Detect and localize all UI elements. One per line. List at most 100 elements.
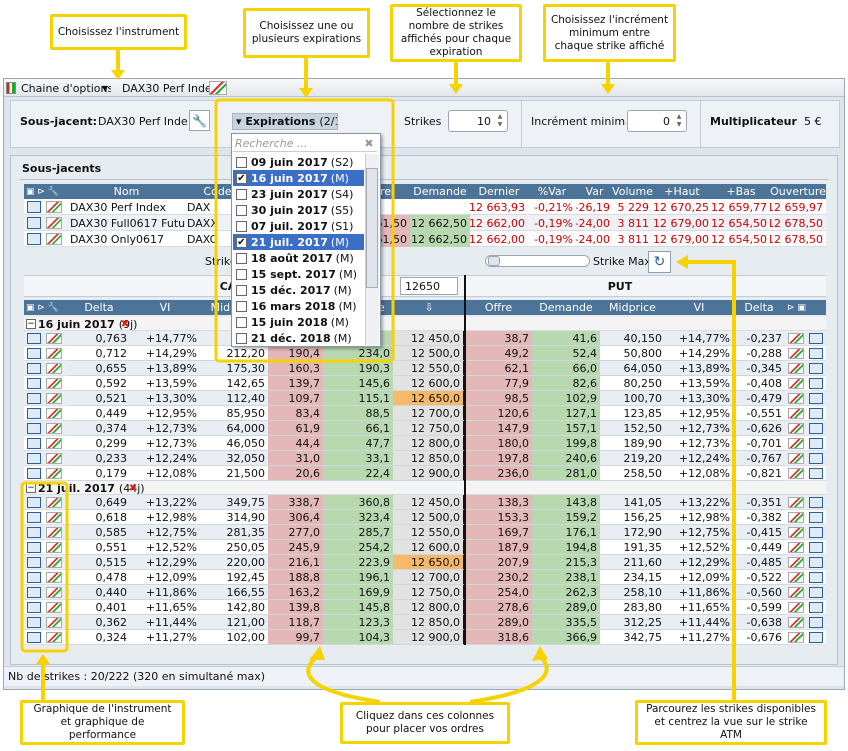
chart-icon[interactable]: [27, 602, 41, 613]
checkbox[interactable]: ✔: [236, 173, 247, 184]
expiration-item[interactable]: 23 juin 2017 (S4): [233, 186, 364, 202]
remove-button[interactable]: ✖: [120, 318, 130, 330]
slider[interactable]: [485, 255, 590, 267]
cell[interactable]: 115,1: [323, 391, 393, 406]
chart-icon[interactable]: [809, 542, 823, 553]
perf-icon[interactable]: [788, 497, 804, 508]
perf-icon[interactable]: [788, 378, 804, 389]
cell[interactable]: 360,8: [323, 495, 393, 510]
expiration-item[interactable]: 09 juin 2017 (S2): [233, 154, 364, 170]
chart-icon[interactable]: [809, 587, 823, 598]
perf-icon[interactable]: [46, 378, 62, 389]
cell[interactable]: 238,1: [532, 570, 600, 585]
perf-icon[interactable]: [46, 233, 62, 245]
cell[interactable]: 102,9: [532, 391, 600, 406]
cell[interactable]: 61,9: [268, 421, 323, 436]
cell[interactable]: 49,2: [465, 346, 532, 361]
cell[interactable]: 66,1: [323, 421, 393, 436]
cell[interactable]: 123,3: [323, 615, 393, 630]
perf-icon[interactable]: [46, 617, 62, 628]
cell[interactable]: 306,4: [268, 510, 323, 525]
chart-icon[interactable]: [809, 632, 823, 643]
chart-icon[interactable]: [809, 378, 823, 389]
chart-icon[interactable]: [809, 557, 823, 568]
chart-icon[interactable]: [809, 572, 823, 583]
checkbox[interactable]: [236, 317, 247, 328]
perf-icon[interactable]: [46, 363, 62, 374]
cell[interactable]: 145,8: [323, 600, 393, 615]
chart-icon[interactable]: [809, 497, 823, 508]
expiration-item[interactable]: 30 juin 2017 (S5): [233, 202, 364, 218]
expirations-button[interactable]: ▾ Expirations(2/16): [232, 113, 338, 130]
cell[interactable]: 12 662,50: [410, 231, 470, 247]
checkbox[interactable]: [236, 205, 247, 216]
chart-icon[interactable]: [809, 363, 823, 374]
cell[interactable]: 12 662,50: [410, 215, 470, 231]
expiration-item[interactable]: 15 juin 2018 (M): [233, 314, 364, 330]
chart-icon[interactable]: [809, 348, 823, 359]
chart-icon[interactable]: [809, 602, 823, 613]
cell[interactable]: 153,3: [465, 510, 532, 525]
cell[interactable]: 41,6: [532, 331, 600, 346]
perf-icon[interactable]: [46, 512, 62, 523]
cell[interactable]: 139,7: [268, 376, 323, 391]
chart-icon[interactable]: [27, 333, 41, 344]
cell[interactable]: 207,9: [465, 555, 532, 570]
cell[interactable]: 262,3: [532, 585, 600, 600]
expiration-item[interactable]: 18 août 2017 (M): [233, 250, 364, 266]
cell[interactable]: 190,3: [323, 361, 393, 376]
perf-icon[interactable]: [788, 438, 804, 449]
checkbox[interactable]: [236, 221, 247, 232]
chart-icon[interactable]: [27, 527, 41, 538]
chart-icon[interactable]: [809, 468, 823, 479]
cell[interactable]: 52,4: [532, 346, 600, 361]
cell[interactable]: 176,1: [532, 525, 600, 540]
perf-icon[interactable]: [46, 393, 62, 404]
chart-icon[interactable]: [809, 438, 823, 449]
checkbox[interactable]: [236, 333, 247, 344]
cell[interactable]: 109,7: [268, 391, 323, 406]
strike-center-input[interactable]: 12650: [400, 277, 458, 295]
cell[interactable]: 66,0: [532, 361, 600, 376]
perf-icon[interactable]: [788, 617, 804, 628]
expiration-item[interactable]: 15 sept. 2017 (M): [233, 266, 364, 282]
chart-icon[interactable]: [27, 378, 41, 389]
cell[interactable]: 289,0: [532, 600, 600, 615]
perf-icon[interactable]: [46, 333, 62, 344]
cell[interactable]: 197,8: [465, 451, 532, 466]
checkbox[interactable]: [236, 253, 247, 264]
cell[interactable]: 82,6: [532, 376, 600, 391]
perf-icon[interactable]: [46, 602, 62, 613]
perf-icon[interactable]: [788, 557, 804, 568]
chart-icon[interactable]: [27, 497, 41, 508]
chart-icon[interactable]: [27, 587, 41, 598]
cell[interactable]: 338,7: [268, 495, 323, 510]
expiration-item[interactable]: 16 mars 2018 (M): [233, 298, 364, 314]
cell[interactable]: 323,4: [323, 510, 393, 525]
chart-icon[interactable]: [27, 363, 41, 374]
perf-icon[interactable]: [788, 348, 804, 359]
chart-icon[interactable]: [809, 393, 823, 404]
cell[interactable]: 289,0: [465, 615, 532, 630]
checkbox[interactable]: [236, 189, 247, 200]
chart-icon[interactable]: [27, 542, 41, 553]
cell[interactable]: 145,6: [323, 376, 393, 391]
cell[interactable]: 88,5: [323, 406, 393, 421]
perf-icon[interactable]: [788, 453, 804, 464]
cell[interactable]: 143,8: [532, 495, 600, 510]
expiration-item[interactable]: 15 déc. 2017 (M): [233, 282, 364, 298]
perf-icon[interactable]: [46, 201, 62, 213]
chart-icon[interactable]: [27, 393, 41, 404]
cell[interactable]: 139,8: [268, 600, 323, 615]
perf-icon[interactable]: [46, 632, 62, 643]
cell[interactable]: 236,0: [465, 466, 532, 481]
cell[interactable]: 223,9: [323, 555, 393, 570]
cell[interactable]: 245,9: [268, 540, 323, 555]
perf-icon[interactable]: [788, 602, 804, 613]
expiration-item[interactable]: 07 juil. 2017 (S1): [233, 218, 364, 234]
checkbox[interactable]: ✔: [236, 237, 247, 248]
chart-icon[interactable]: [809, 617, 823, 628]
perf-icon[interactable]: [46, 453, 62, 464]
perf-icon[interactable]: [788, 587, 804, 598]
cell[interactable]: 160,3: [268, 361, 323, 376]
